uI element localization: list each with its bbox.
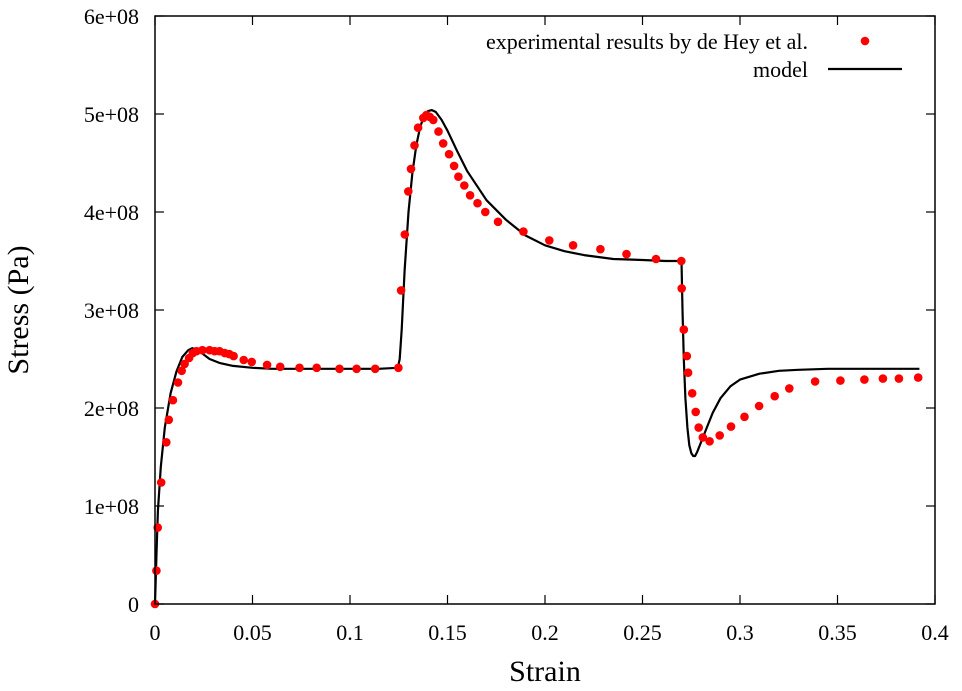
experimental-point (173, 378, 183, 387)
experimental-point (295, 363, 304, 373)
experimental-point (312, 363, 322, 373)
experimental-point (878, 374, 888, 383)
experimental-point (164, 415, 174, 425)
experimental-point (229, 351, 238, 361)
experimental-point (449, 161, 459, 171)
experimental-point (247, 357, 256, 367)
experimental-point (352, 364, 361, 374)
experimental-point (677, 284, 686, 293)
experimental-point (726, 422, 736, 431)
y-axis-title: Stress (Pa) (2, 245, 35, 374)
legend-label-model: model (753, 57, 808, 82)
plot-area (150, 109, 923, 609)
experimental-point (198, 345, 207, 355)
x-tick-label: 0.05 (233, 620, 272, 645)
experimental-point (687, 389, 697, 398)
experimental-point (770, 391, 779, 401)
experimental-point (679, 325, 689, 334)
experimental-point (473, 198, 482, 208)
experimental-point (740, 412, 749, 422)
experimental-point (694, 423, 703, 432)
experimental-point (275, 362, 285, 372)
experimental-point (434, 127, 443, 136)
legend-marker-experimental (860, 36, 870, 46)
experimental-point (262, 360, 272, 370)
experimental-point (785, 384, 794, 393)
experimental-point (913, 373, 923, 382)
y-tick-label: 5e+08 (84, 102, 139, 127)
x-tick-label: 0 (150, 620, 161, 645)
experimental-point (162, 438, 171, 447)
model-curve (153, 109, 920, 605)
y-tick-label: 3e+08 (84, 298, 139, 323)
experimental-point (454, 172, 463, 181)
x-tick-label: 0.2 (531, 620, 559, 645)
experimental-point (481, 207, 490, 217)
experimental-point (413, 123, 423, 132)
experimental-point (180, 359, 189, 369)
experimental-point (239, 355, 248, 365)
y-tick-label: 1e+08 (84, 494, 139, 519)
experimental-point (400, 230, 410, 239)
experimental-point (394, 363, 403, 373)
plot-frame (154, 15, 936, 605)
legend: experimental results by de Hey et al. mo… (486, 29, 902, 82)
experimental-point (152, 566, 161, 575)
experimental-point (651, 254, 661, 264)
experimental-point (705, 437, 714, 446)
legend-label-experimental: experimental results by de Hey et al. (486, 29, 808, 54)
experimental-point (568, 241, 578, 250)
experimental-point (691, 407, 700, 417)
experimental-point (410, 141, 419, 150)
experimental-point (836, 376, 845, 385)
experimental-point (168, 395, 178, 405)
experimental-point (404, 187, 413, 196)
x-tick-label: 0.3 (726, 620, 754, 645)
x-tick-label: 0.25 (623, 620, 662, 645)
y-tick-label: 0 (128, 592, 139, 617)
experimental-point (683, 368, 693, 378)
x-axis-title: Strain (509, 655, 581, 688)
experimental-point (465, 191, 475, 200)
experimental-point (370, 364, 380, 374)
experimental-point (519, 227, 528, 236)
experimental-point (545, 236, 554, 245)
x-tick-label: 0.35 (818, 620, 857, 645)
experimental-point (429, 115, 438, 125)
experimental-point (810, 377, 820, 386)
experimental-point (596, 244, 605, 254)
experimental-point (335, 364, 344, 374)
experimental-point (406, 164, 416, 174)
y-tick-label: 2e+08 (84, 396, 139, 421)
experimental-point (715, 431, 724, 440)
experimental-point (682, 351, 692, 361)
y-tick-label: 4e+08 (84, 200, 139, 225)
experimental-point (754, 401, 764, 411)
experimental-point (460, 181, 469, 190)
experimental-point (444, 149, 454, 159)
experimental-point (622, 249, 631, 259)
experimental-point (677, 256, 686, 266)
experimental-point (894, 374, 904, 383)
experimental-point (698, 433, 708, 442)
experimental-point (177, 366, 186, 376)
x-tick-label: 0.1 (336, 620, 364, 645)
y-tick-label: 6e+08 (84, 4, 139, 29)
experimental-point (396, 286, 406, 295)
axis-ticks: 0 0.05 0.1 0.15 0.2 0.25 0.3 0.35 0.4 0 1e+08 2e+08… (84, 4, 949, 645)
experimental-point (156, 478, 166, 487)
experimental-point (860, 375, 869, 384)
experimental-point (493, 217, 503, 227)
x-tick-label: 0.4 (921, 620, 949, 645)
experimental-point (438, 139, 448, 148)
x-tick-label: 0.15 (428, 620, 467, 645)
